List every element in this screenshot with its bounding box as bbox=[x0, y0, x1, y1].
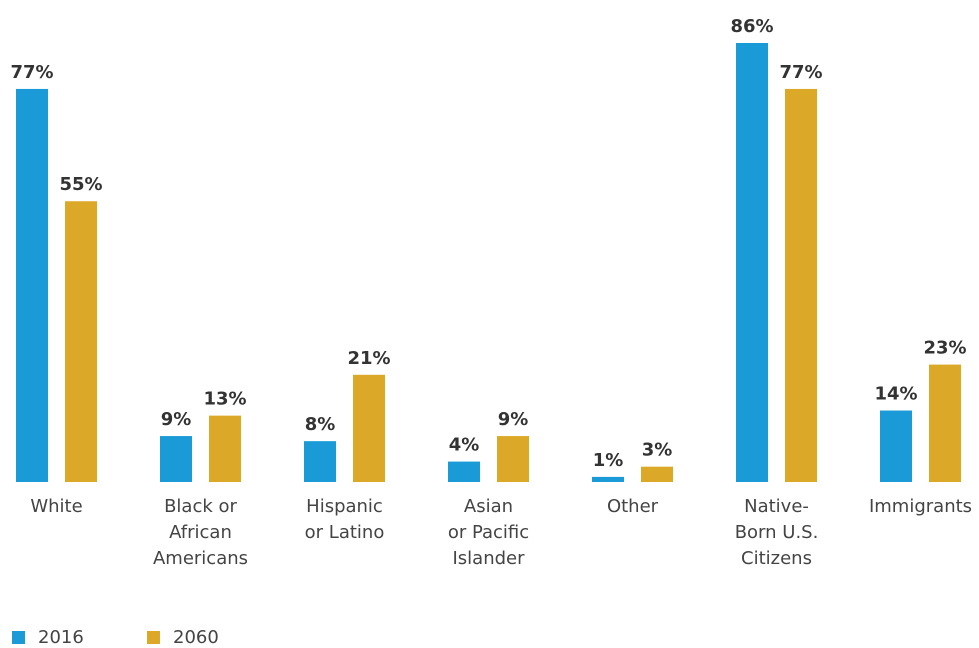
value-label: 1% bbox=[593, 450, 624, 471]
value-label: 55% bbox=[59, 174, 102, 195]
bar bbox=[65, 201, 97, 482]
bar bbox=[929, 364, 961, 482]
bar bbox=[592, 476, 624, 482]
bar bbox=[880, 410, 912, 482]
value-label: 9% bbox=[498, 409, 529, 430]
value-label: 3% bbox=[642, 440, 673, 461]
value-label: 77% bbox=[10, 62, 53, 83]
value-label: 4% bbox=[449, 435, 480, 456]
bar bbox=[160, 436, 192, 482]
bar bbox=[209, 415, 241, 482]
x-tick-label: White bbox=[30, 496, 83, 517]
bar bbox=[736, 43, 768, 482]
bar bbox=[497, 436, 529, 482]
value-label: 8% bbox=[305, 414, 336, 435]
bar bbox=[448, 461, 480, 482]
bar bbox=[785, 88, 817, 482]
x-tick-label: Black or African Americans bbox=[152, 496, 249, 569]
bar bbox=[16, 88, 48, 482]
x-tick-label: Native- Born U.S. Citizens bbox=[734, 496, 819, 569]
bar bbox=[641, 466, 673, 482]
value-label: 14% bbox=[874, 384, 917, 405]
legend-label: 2016 bbox=[38, 627, 84, 648]
legend-swatch bbox=[147, 631, 160, 644]
value-label: 21% bbox=[347, 348, 390, 369]
value-label: 9% bbox=[161, 409, 192, 430]
x-tick-label: Other bbox=[606, 496, 659, 517]
value-label: 86% bbox=[730, 16, 773, 37]
x-tick-label: Asian or Pacific Islander bbox=[447, 496, 530, 569]
bar bbox=[304, 441, 336, 482]
x-tick-label: Hispanic or Latino bbox=[304, 496, 385, 543]
legend-swatch bbox=[12, 631, 25, 644]
legend-label: 2060 bbox=[173, 627, 219, 648]
value-label: 77% bbox=[779, 62, 822, 83]
value-label: 23% bbox=[923, 338, 966, 359]
value-label: 13% bbox=[203, 389, 246, 410]
bar bbox=[353, 374, 385, 482]
x-tick-label: Immigrants bbox=[868, 496, 973, 517]
